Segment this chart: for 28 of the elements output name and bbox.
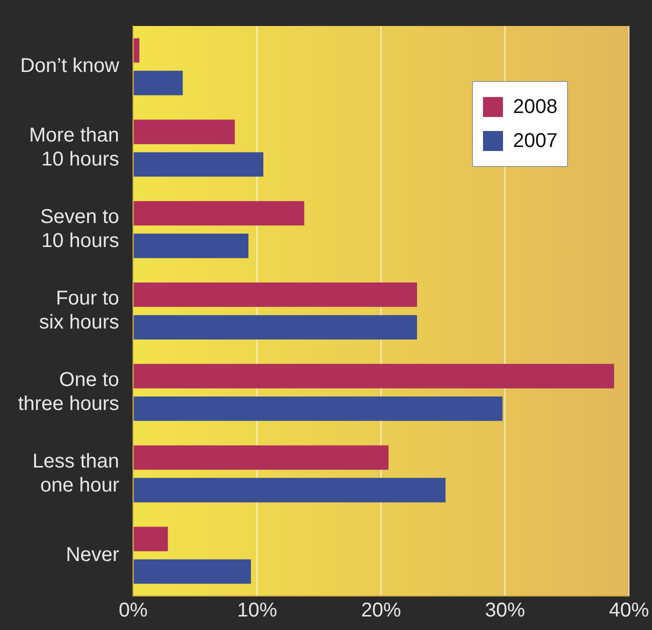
y-tick-label: Four to six hours [39, 288, 120, 334]
x-tick-label: 10% [237, 600, 278, 622]
y-tick-label: Don’t know [20, 55, 120, 78]
bar [134, 70, 183, 96]
bar [134, 315, 418, 340]
bar [134, 282, 418, 307]
bar [134, 478, 446, 502]
x-tick-label: 20% [361, 600, 402, 622]
bar [134, 201, 304, 226]
x-tick-label: 0% [118, 600, 148, 622]
y-tick-label: Seven to 10 hours [40, 206, 120, 252]
bar [134, 445, 389, 470]
bar [134, 526, 168, 552]
y-tick-label: Never [66, 544, 120, 566]
y-tick-label: One to three hours [18, 368, 120, 415]
bar [134, 396, 503, 421]
bar [134, 38, 140, 63]
y-tick-label: Less than one hour [32, 450, 120, 496]
bar [134, 152, 264, 177]
y-tick-label: More than 10 hours [29, 124, 120, 171]
legend-label: 2008 [512, 95, 558, 120]
bar [134, 559, 251, 584]
bar [134, 120, 235, 144]
bar [134, 234, 248, 258]
x-tick-label: 40% [608, 600, 650, 622]
legend-label: 2007 [512, 129, 558, 154]
x-tick-label: 30% [485, 600, 526, 622]
bar [134, 364, 614, 388]
